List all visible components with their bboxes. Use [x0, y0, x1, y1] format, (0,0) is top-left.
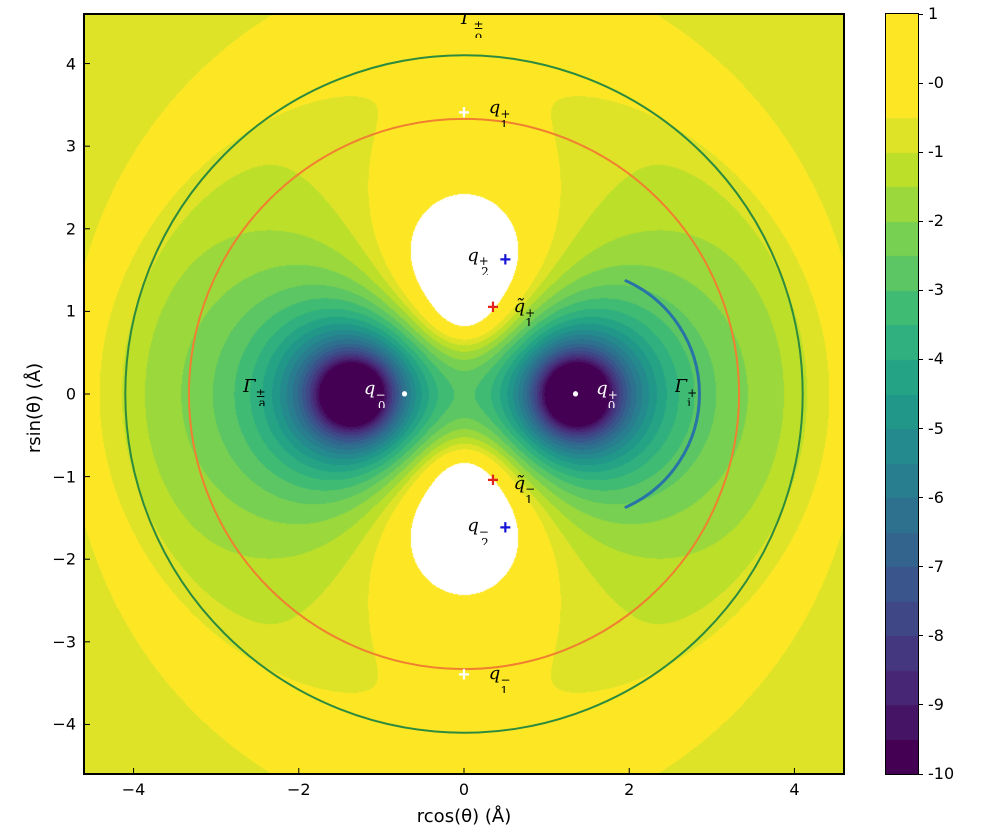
- y-tick-label: −2: [52, 550, 76, 569]
- x-axis-label: rcos(θ) (Å): [84, 806, 844, 827]
- colorbar-tick: [918, 774, 923, 775]
- colorbar-tick-label: -8: [928, 626, 944, 645]
- colorbar-tick: [918, 152, 923, 153]
- y-tick-label: 3: [66, 137, 76, 156]
- colorbar-tick-label: -5: [928, 419, 944, 438]
- colorbar-tick-label: -2: [928, 211, 944, 230]
- colorbar-canvas: [886, 14, 918, 774]
- colorbar-tick-label: -4: [928, 349, 944, 368]
- x-tick-label: −2: [287, 780, 311, 799]
- colorbar-tick: [918, 14, 923, 15]
- colorbar-tick-label: -6: [928, 488, 944, 507]
- colorbar-tick: [918, 497, 923, 498]
- colorbar-tick: [918, 428, 923, 429]
- figure-root: ++++++••Γ±oΓ±aΓ+iq+1q−1q+2q−2q̃+1q̃−1q+0…: [0, 0, 989, 835]
- colorbar-tick: [918, 83, 923, 84]
- y-tick-label: 0: [66, 385, 76, 404]
- x-tick-label: 2: [624, 780, 634, 799]
- colorbar-tick: [918, 221, 923, 222]
- colorbar-tick-label: 1: [928, 4, 938, 23]
- x-tick-label: 4: [789, 780, 799, 799]
- colorbar-tick: [918, 359, 923, 360]
- y-tick-label: −1: [52, 467, 76, 486]
- colorbar-tick: [918, 566, 923, 567]
- colorbar-tick-label: -7: [928, 557, 944, 576]
- y-axis-label: rsin(θ) (Å): [24, 28, 42, 788]
- contour-canvas: [84, 14, 844, 774]
- colorbar-tick: [918, 635, 923, 636]
- x-tick-label: 0: [459, 780, 469, 799]
- colorbar-tick-label: -0: [928, 73, 944, 92]
- colorbar-tick: [918, 290, 923, 291]
- colorbar-tick-label: -10: [928, 764, 954, 783]
- colorbar-area: [886, 14, 918, 774]
- plot-area: ++++++••Γ±oΓ±aΓ+iq+1q−1q+2q−2q̃+1q̃−1q+0…: [84, 14, 844, 774]
- colorbar-tick: [918, 704, 923, 705]
- colorbar-tick-label: -9: [928, 695, 944, 714]
- y-tick-label: 1: [66, 302, 76, 321]
- y-tick-label: −3: [52, 632, 76, 651]
- y-tick-label: 4: [66, 54, 76, 73]
- colorbar-tick-label: -1: [928, 142, 944, 161]
- colorbar-tick-label: -3: [928, 280, 944, 299]
- y-tick-label: −4: [52, 715, 76, 734]
- y-tick-label: 2: [66, 219, 76, 238]
- x-tick-label: −4: [122, 780, 146, 799]
